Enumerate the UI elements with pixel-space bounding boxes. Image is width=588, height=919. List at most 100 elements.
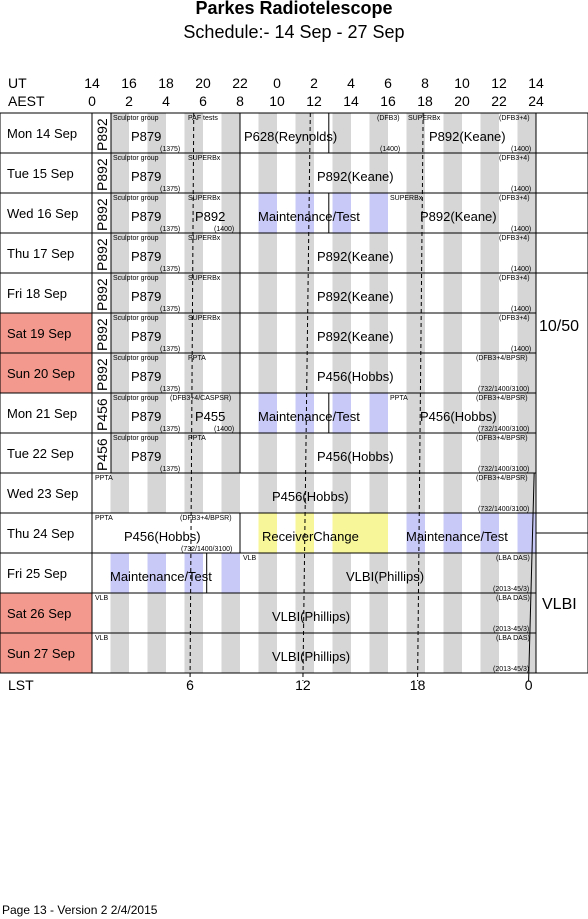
lst-axis-label: LST — [8, 677, 34, 693]
ut-axis-label: UT — [8, 75, 27, 91]
hour-shade — [110, 633, 129, 673]
observation-note: SUPERBx — [188, 235, 221, 242]
observation-note: (LBA DAS) — [496, 635, 530, 642]
hour-shade — [221, 593, 240, 633]
observation-p628: P628(Reynolds) — [244, 129, 338, 144]
hour-shade — [295, 313, 314, 353]
observation-note: SUPERBx — [188, 155, 221, 162]
observation-note: (732/1400/3100) — [478, 466, 530, 473]
observation-note: SUPERBx — [188, 315, 221, 322]
observation-note: SUPERBx — [408, 115, 441, 122]
aest-tick: 2 — [125, 93, 133, 109]
observation-note: (732/1400/3100) — [478, 386, 530, 393]
observation-note: PPTA — [95, 515, 113, 522]
observation-maintenance: Maintenance/Test — [258, 209, 360, 224]
maintenance-shade — [147, 553, 166, 593]
observation-note: (1375) — [160, 306, 181, 313]
day-label: Sun 27 Sep — [7, 646, 75, 661]
observation-note: (DFB3+4) — [499, 115, 530, 122]
weekend-highlight — [0, 633, 92, 673]
observation-note: PAF tests — [188, 115, 218, 122]
observation-note: (1400) — [511, 346, 532, 353]
observation-note: Sculptor group — [113, 315, 159, 322]
observation-note: Sculptor group — [113, 395, 159, 402]
day-label: Sat 19 Sep — [7, 326, 72, 341]
hour-shade — [480, 313, 499, 353]
receiver-label-1050: 10/50 — [539, 318, 580, 335]
vertical-project-label: P892 — [94, 278, 110, 311]
hour-shade — [147, 393, 166, 433]
hour-shade — [295, 353, 314, 393]
aest-tick: 6 — [199, 93, 207, 109]
hour-shade — [517, 233, 536, 273]
observation-note: (DFB3+4/BPSR) — [476, 355, 528, 362]
hour-shade — [110, 433, 129, 473]
observation-note: (2013-45/3) — [493, 626, 530, 633]
hour-shade — [184, 473, 203, 513]
observation-note: (1400) — [511, 146, 532, 153]
weekend-highlight — [0, 593, 92, 633]
vertical-project-label: P456 — [94, 438, 110, 471]
observation-note: (1375) — [160, 186, 181, 193]
hour-shade — [147, 433, 166, 473]
vertical-project-label: P892 — [94, 318, 110, 351]
day-label: Wed 23 Sep — [7, 486, 79, 501]
hour-shade — [443, 593, 462, 633]
hour-shade — [295, 233, 314, 273]
hour-shade — [110, 313, 129, 353]
aest-tick: 14 — [343, 93, 359, 109]
observation-note: PPTA — [188, 435, 206, 442]
observation-p892: P892 — [195, 209, 226, 224]
maintenance-shade — [221, 553, 240, 593]
observation-p892-keane: P892(Keane) — [317, 329, 394, 344]
vertical-project-label: P892 — [94, 118, 110, 151]
hour-shade — [184, 633, 203, 673]
lst-tick: 0 — [524, 677, 533, 693]
observation-note: PPTA — [188, 355, 206, 362]
maintenance-shade — [184, 553, 203, 593]
observation-p456-hobbs: P456(Hobbs) — [317, 449, 394, 464]
observation-vlbi-phillips: VLBI(Phillips) — [346, 569, 425, 584]
receiver-change-shade — [332, 513, 370, 553]
aest-tick: 24 — [528, 93, 544, 109]
hour-shade — [295, 113, 314, 153]
hour-shade — [184, 273, 203, 313]
day-label: Tue 22 Sep — [7, 446, 74, 461]
hour-shade — [221, 273, 240, 313]
observation-note: Sculptor group — [113, 195, 159, 202]
observation-note: (1400) — [380, 146, 401, 153]
observation-note: (DFB3+4/BPSR) — [476, 395, 528, 402]
observation-note: (DFB3) — [377, 115, 400, 122]
observation-note: (1375) — [160, 146, 181, 153]
day-label: Sun 20 Sep — [7, 366, 75, 381]
maintenance-shade — [332, 393, 351, 433]
observation-p879: P879 — [131, 369, 162, 384]
observation-maintenance: Maintenance/Test — [406, 529, 508, 544]
hour-shade — [517, 353, 536, 393]
page-title: Parkes Radiotelescope — [195, 0, 393, 18]
hour-shade — [517, 113, 536, 153]
receiver-label-vlbi: VLBI — [542, 596, 577, 613]
hour-shade — [332, 593, 351, 633]
maintenance-shade — [295, 193, 314, 233]
hour-shade — [295, 553, 314, 593]
observation-note: SUPERBx — [390, 195, 423, 202]
maintenance-shade — [258, 393, 277, 433]
observation-p892-keane: P892(Keane) — [317, 169, 394, 184]
hour-shade — [517, 313, 536, 353]
hour-shade — [221, 153, 240, 193]
hour-shade — [258, 313, 277, 353]
hour-shade — [369, 553, 388, 593]
observation-note: (732/1400/3100) — [478, 426, 530, 433]
observation-receiver-change: ReceiverChange — [262, 529, 359, 544]
observation-note: (DFB3+4) — [499, 235, 530, 242]
hour-shade — [221, 233, 240, 273]
hour-shade — [332, 473, 351, 513]
vertical-project-label: P892 — [94, 158, 110, 191]
observation-note: (732/1400/3100) — [181, 546, 233, 553]
hour-shade — [110, 273, 129, 313]
hour-shade — [480, 193, 499, 233]
page-subtitle: Schedule:- 14 Sep - 27 Sep — [183, 22, 405, 42]
hour-shade — [332, 353, 351, 393]
